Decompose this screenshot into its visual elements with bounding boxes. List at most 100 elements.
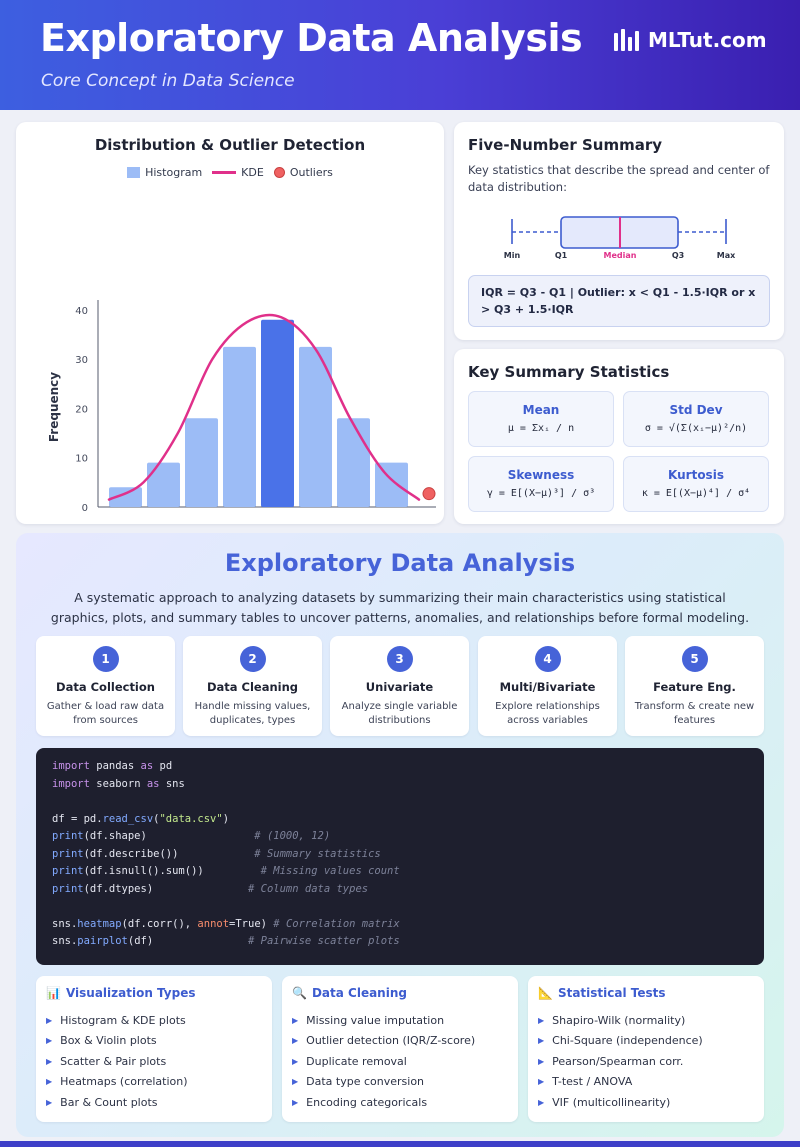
code-keyword: import [52,777,90,790]
y-tick-label: 40 [75,306,88,317]
code-pad [178,848,254,860]
page-title: Exploratory Data Analysis [40,16,583,60]
code-text: sns [159,777,185,790]
code-text: pd [153,760,173,772]
stat-formula: μ = Σxᵢ / n [507,423,575,434]
footer-accent-bar [0,1141,800,1147]
code-block[interactable]: import pandas as pd import seaborn as sn… [36,748,764,965]
code-line-6: print(df.isnull().sum()) # Missing value… [52,865,748,883]
stat-name: Mean [522,403,560,417]
legend-item-kde: KDE [212,166,264,179]
list-item-text: Shapiro-Wilk (normality) [552,1013,686,1027]
step-number-badge: 2 [239,646,266,672]
info-card-header: 📐 Statistical Tests [538,986,754,1000]
code-text: ) [222,812,230,825]
code-line-4: print(df.shape) # (1000, 12) [52,830,748,848]
triangle-bullet-icon: ▶ [46,1015,53,1025]
info-card-statistical-tests: 📐 Statistical Tests ▶ Shapiro-Wilk (normal… [528,976,764,1122]
triangle-bullet-icon: ▶ [46,1056,53,1066]
y-tick-label: 10 [75,454,88,465]
step-name: Feature Eng. [653,680,736,694]
code-text: (df.corr(), [121,917,198,930]
list-item-text: Heatmaps (correlation) [60,1075,188,1089]
code-pad [147,830,254,842]
code-text: pandas [89,760,141,772]
triangle-ruler-icon: 📐 [538,986,553,1000]
code-function: print [52,865,84,877]
code-pad [153,883,248,895]
code-param: annot [197,917,230,930]
step-name: Univariate [365,680,434,694]
code-comment: # Pairwise scatter plots [248,935,400,947]
code-function: heatmap [77,917,122,930]
list-item-text: Duplicate removal [306,1054,407,1068]
histogram-bar [337,418,370,507]
code-text: sns. [52,935,78,947]
list-item-text: VIF (multicollinearity) [552,1095,671,1109]
info-card-list: ▶ Shapiro-Wilk (normality) ▶ Chi-Square (i… [538,1010,754,1113]
triangle-bullet-icon: ▶ [292,1015,299,1025]
code-pad [204,865,261,877]
code-text: df = pd. [52,812,103,825]
list-item: ▶ Heatmaps (correlation) [46,1072,262,1093]
legend-swatch-kde [212,171,237,174]
code-text: sns. [52,917,78,930]
step-name: Multi/Bivariate [499,680,596,694]
code-text: (df.dtypes) [83,882,154,895]
y-tick-label: 20 [75,404,88,415]
histogram-bar [375,462,408,507]
eda-section: Exploratory Data Analysis A systematic a… [16,533,784,1137]
legend-label: KDE [241,166,264,179]
code-comment: # Column data types [247,882,369,895]
code-text: (df.shape) [83,830,147,842]
triangle-bullet-icon: ▶ [292,1097,299,1107]
triangle-bullet-icon: ▶ [538,1056,545,1066]
page-subtitle: Core Concept in Data Science [41,71,295,91]
step-desc: Explore relationships across variables [495,701,600,726]
triangle-bullet-icon: ▶ [538,1077,545,1087]
step-number-badge: 3 [386,646,413,672]
code-line-8: sns.heatmap(df.corr(), annot=True) # Cor… [52,918,748,936]
kde-curve [107,313,421,501]
brand[interactable]: MLTut.com [614,28,767,52]
step-desc: Analyze single variable distributions [341,701,458,726]
code-pad [153,935,248,947]
list-item-text: Scatter & Pair plots [60,1054,167,1068]
list-item: ▶ T-test / ANOVA [538,1072,754,1093]
label-median: Median [604,251,637,260]
list-item-text: Bar & Count plots [60,1095,158,1109]
step-number-badge: 1 [92,646,119,672]
histogram-bar [261,319,294,507]
triangle-bullet-icon: ▶ [292,1077,299,1087]
five-number-summary-card: Five-Number Summary Key statistics that … [454,122,784,340]
code-comment: # Correlation matrix [273,917,400,930]
stat-formula: γ = E[(X−μ)³] / σ³ [486,488,596,499]
code-string: "data.csv" [159,812,223,825]
code-blank-line [52,900,748,918]
code-keyword: import [52,760,90,772]
code-function: pairplot [77,935,128,947]
code-text: (df.isnull().sum()) [83,865,204,877]
triangle-bullet-icon: ▶ [46,1097,53,1107]
label-q3: Q3 [672,251,684,260]
five-number-description: Key statistics that describe the spread … [468,163,770,194]
list-item: ▶ VIF (multicollinearity) [538,1092,754,1113]
list-item: ▶ Data type conversion [292,1072,508,1093]
code-text: (df.describe()) [83,847,179,860]
eda-title: Exploratory Data Analysis [224,549,576,577]
y-axis-label: Frequency [47,372,61,442]
list-item-text: Missing value imputation [306,1013,445,1027]
step-multi-bivariate: 4 Multi/Bivariate Explore relationships … [478,636,617,736]
info-card-visualization-types: 📊 Visualization Types ▶ Histogram & KDE pl… [36,976,272,1122]
code-keyword: as [146,777,160,790]
box-plot: Min Q1 Median Q3 Max [504,216,736,260]
triangle-bullet-icon: ▶ [292,1036,299,1046]
legend-swatch-outliers [273,167,285,178]
info-card-header: 📊 Visualization Types [46,986,262,1000]
info-card-title: Data Cleaning [311,986,407,1000]
list-item-text: Pearson/Spearman corr. [552,1054,684,1068]
list-item-text: Chi-Square (independence) [552,1034,703,1048]
brand-logo-icon [614,29,639,51]
legend-item-outliers: Outliers [273,166,333,179]
key-stats-card: Key Summary Statistics Mean μ = Σxᵢ / n … [454,349,784,524]
